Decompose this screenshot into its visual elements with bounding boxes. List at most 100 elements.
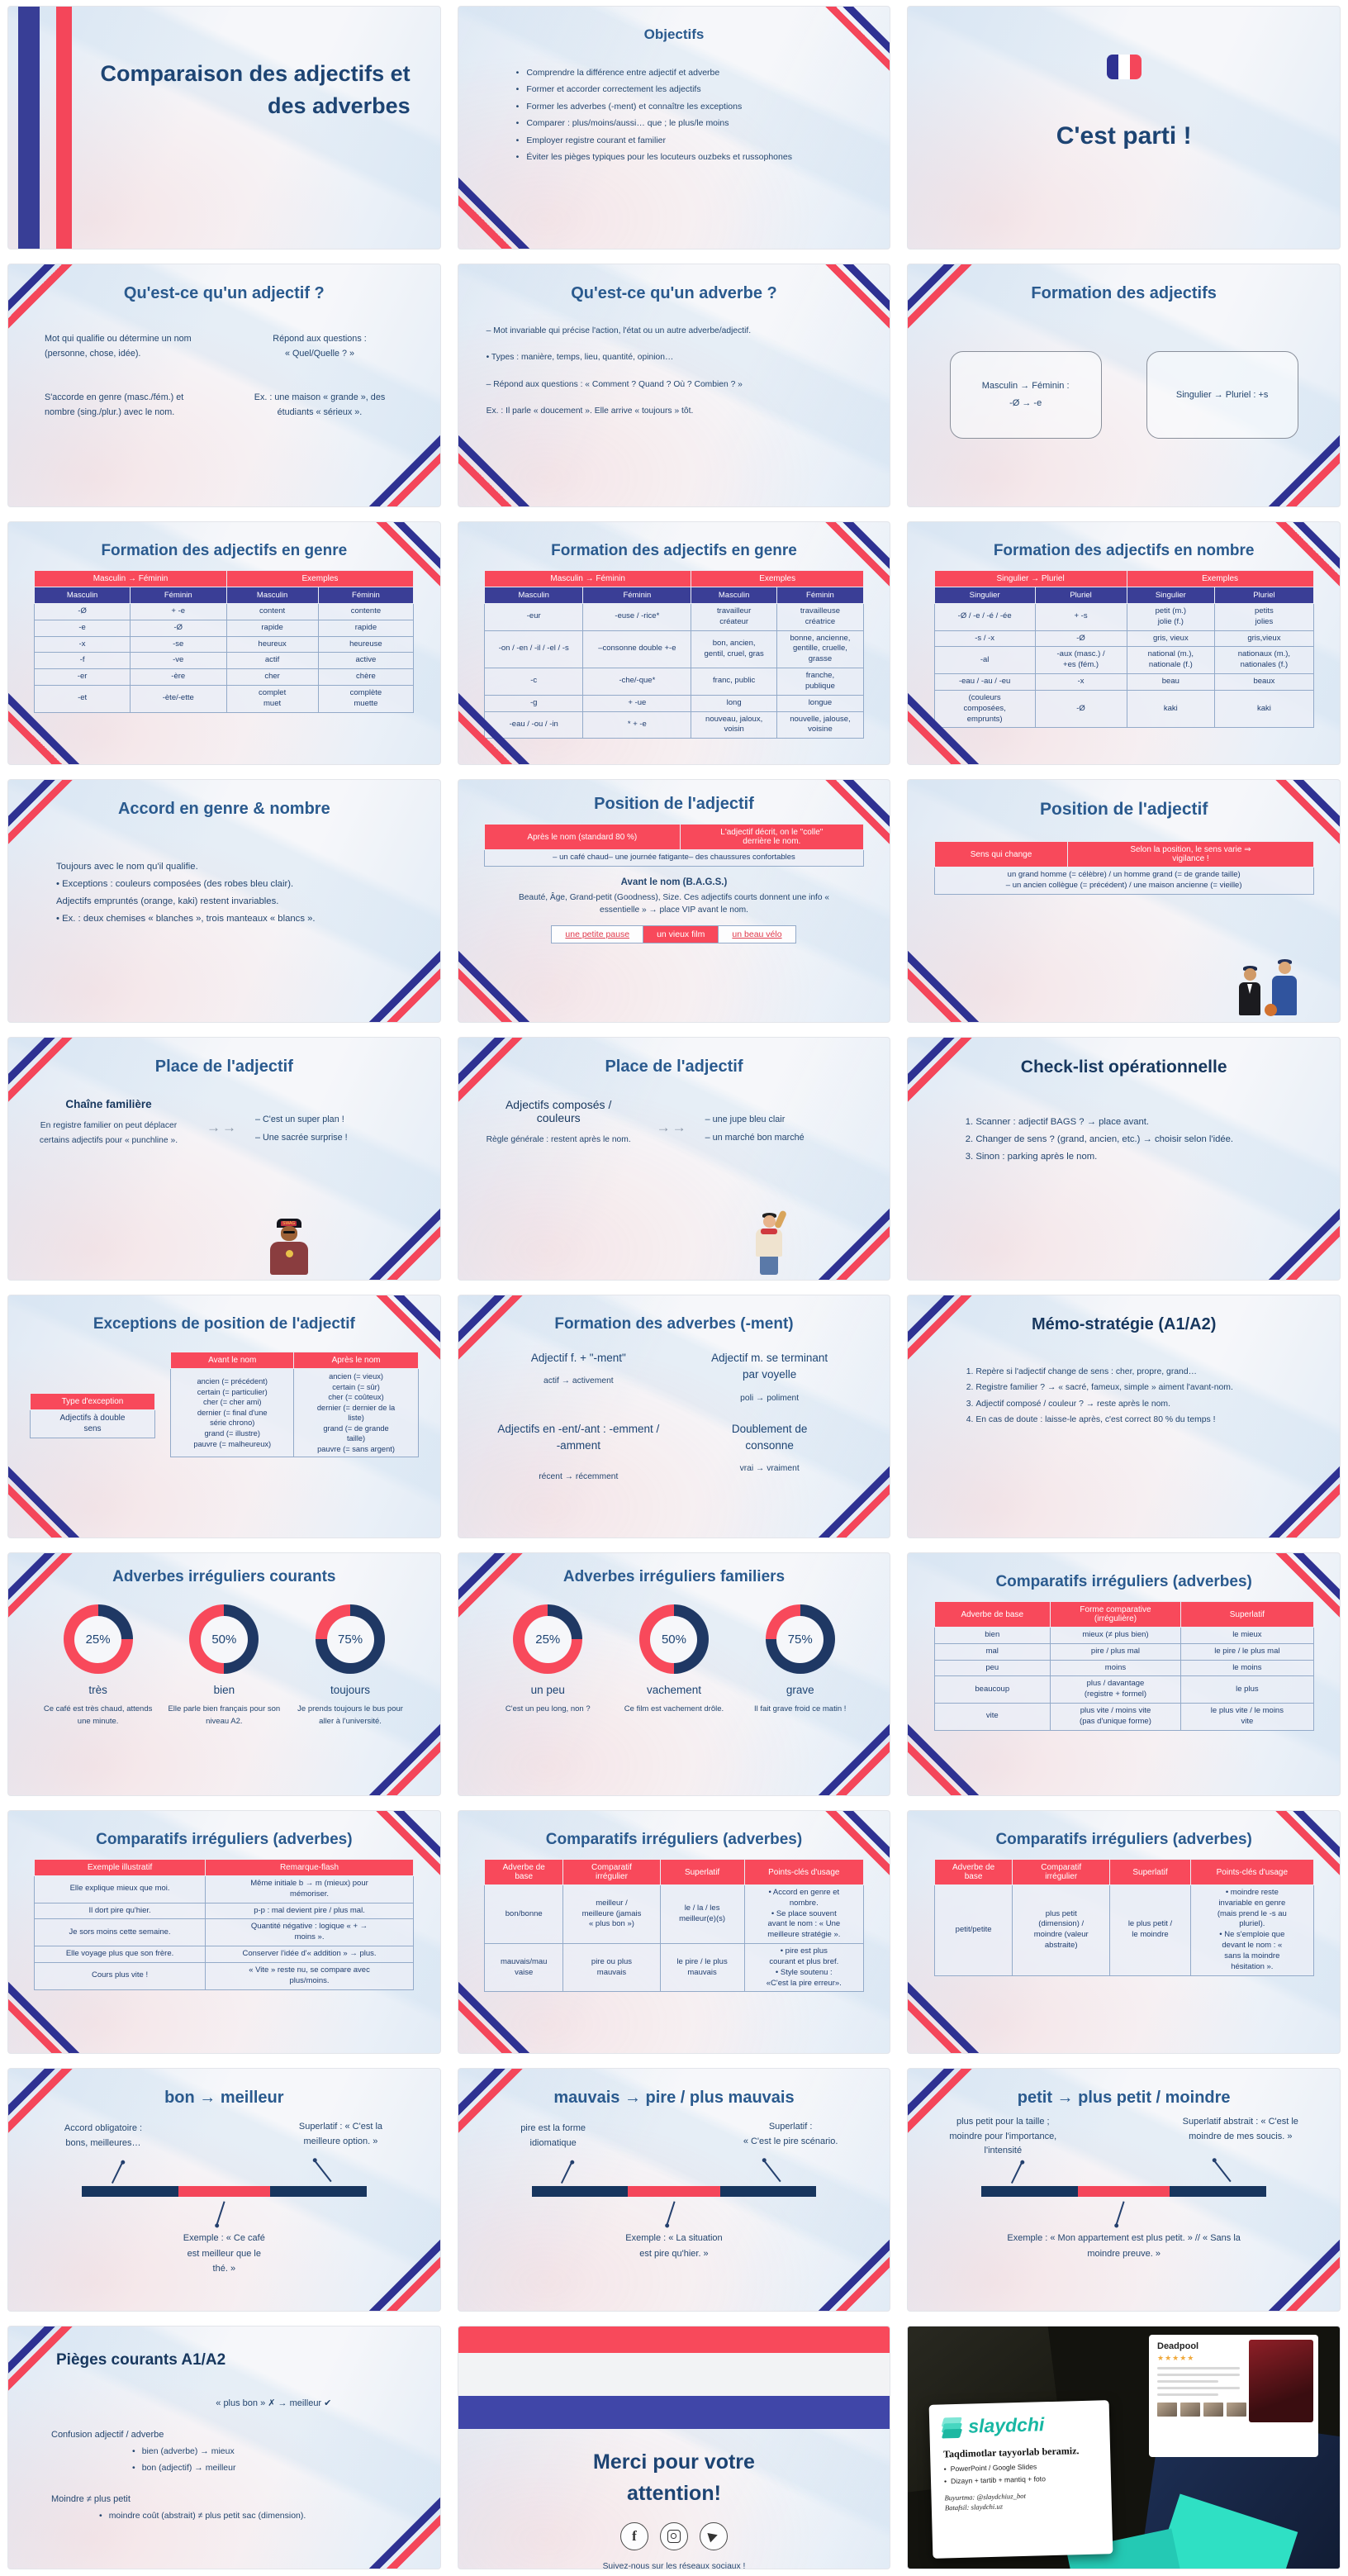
table-cell: travailleur créateur (691, 603, 777, 631)
slide-comparatifs-2[interactable]: Comparatifs irréguliers (adverbes) Exemp… (8, 1811, 440, 2053)
ad-bullet: Dizayn + tartib + mantiq + foto (944, 2474, 1098, 2486)
slide-petit-moindre[interactable]: petit → plus petit / moindre plus petit … (908, 2069, 1340, 2311)
slide-position-1[interactable]: Position de l'adjectif Après le nom (sta… (458, 780, 890, 1022)
rule-text: Masculin → Féminin : (981, 381, 1070, 392)
table-cell: + -s (1034, 603, 1127, 631)
definition-text: Mot qui qualifie ou détermine un nom (pe… (45, 334, 192, 359)
adverb-example: Ce café est très chaud, attends une minu… (43, 1704, 153, 1727)
slide-title: Mémo-stratégie (A1/A2) (1031, 1315, 1217, 1333)
example-chip: un vieux film (643, 925, 719, 944)
table-cell: * + -e (582, 711, 692, 739)
slide-pieges[interactable]: Pièges courants A1/A2 « plus bon » ✗ → m… (8, 2326, 440, 2569)
slide-accord[interactable]: Accord en genre & nombre Toujours avec l… (8, 780, 440, 1022)
rule-box: Singulier → Pluriel : +s (1146, 351, 1298, 439)
rule-block: Adjectif f. + "-ment" actif → activement (483, 1350, 674, 1403)
table-cell: -er (34, 668, 131, 687)
cast-photos (1157, 2403, 1310, 2417)
slide-title: petit → plus petit / moindre (1017, 2089, 1231, 2107)
slide-comparatifs-4[interactable]: Comparatifs irréguliers (adverbes) Adver… (908, 1811, 1340, 2053)
table-header-cell: Adverbe de base (933, 1601, 1051, 1628)
rule-box: Masculin → Féminin : -Ø → -e (949, 351, 1102, 439)
slide-place-1[interactable]: Place de l'adjectif Chaîne familière En … (8, 1038, 440, 1280)
ad-bullet: PowerPoint / Google Slides (944, 2461, 1098, 2474)
slide-mauvais-pire[interactable]: mauvais → pire / plus mauvais pire est l… (458, 2069, 890, 2311)
slide-adverbes-courants[interactable]: Adverbes irréguliers courants 25% très C… (8, 1553, 440, 1795)
table-cell: (couleurs composées, emprunts) (933, 689, 1036, 729)
table-header-cell: Sens qui change (933, 841, 1069, 867)
table-cell: moins (1049, 1659, 1182, 1677)
slide-adjectif-definition[interactable]: Qu'est-ce qu'un adjectif ? Mot qui quali… (8, 264, 440, 506)
slide-title[interactable]: Comparaison des adjectifs et des adverbe… (8, 7, 440, 249)
facebook-icon[interactable]: f (619, 2522, 648, 2550)
table-header-cell: Forme comparative (irrégulière) (1049, 1601, 1182, 1628)
slide-adverbe-definition[interactable]: Qu'est-ce qu'un adverbe ? – Mot invariab… (458, 264, 890, 506)
baguette-man-illustration (756, 1210, 787, 1275)
table-cell: rapide (317, 619, 415, 637)
table-cell: • Accord en genre et nombre. • Se place so… (743, 1884, 864, 1945)
corner-ribbon-icon (908, 920, 1018, 1022)
annotation-left: Accord obligatoire : bons, meilleures… (64, 2123, 143, 2148)
table-header-cell: Masculin (484, 587, 584, 604)
slide-title: Check-list opérationnelle (1020, 1057, 1227, 1077)
nombre-table: Singulier → Pluriel Exemples Singulier Plur… (908, 560, 1340, 729)
slide-genre-table-1[interactable]: Formation des adjectifs en genre Masculi… (8, 522, 440, 764)
slide-exceptions[interactable]: Exceptions de position de l'adjectif Typ… (8, 1295, 440, 1538)
instagram-icon[interactable] (659, 2522, 688, 2550)
slide-title: Formation des adjectifs (1031, 284, 1217, 302)
table-cell: vite (933, 1703, 1051, 1731)
slide-position-2[interactable]: Position de l'adjectif Sens qui change Se… (908, 780, 1340, 1022)
data-table: Singulier → Pluriel Exemples Singulier Plur… (933, 570, 1314, 729)
slide-objectifs[interactable]: Objectifs Comprendre la différence entre… (458, 7, 890, 249)
table-cell: • pire est plus courant et plus bref. • St… (743, 1943, 864, 1993)
slide-bon-meilleur[interactable]: bon → meilleur Accord obligatoire : bons… (8, 2069, 440, 2311)
slide-nombre-table[interactable]: Formation des adjectifs en nombre Singul… (908, 522, 1340, 764)
table-cell: long (691, 694, 777, 712)
corner-ribbon-icon (779, 1178, 890, 1280)
annotation-left: pire est la forme idiomatique (520, 2123, 586, 2148)
table-cell: -se (129, 635, 227, 654)
rule-heading: Adjectifs en -ent/-ant : -emment / -amme… (497, 1422, 660, 1452)
slide-title: Comparatifs irréguliers (adverbes) (96, 1831, 353, 1848)
adverb-word: très (88, 1684, 107, 1696)
table-header-cell: Superlatif (1108, 1859, 1192, 1885)
block-heading: Adjectifs composés / couleurs (505, 1098, 612, 1124)
table-cell: -x (1034, 673, 1127, 691)
corner-ribbon-icon (330, 2209, 440, 2311)
table-cell: Adjectifs à double sens (30, 1409, 155, 1438)
slide-slaydchi-ad[interactable]: Deadpool ★★★★★ slaydchi Taqdimotlar tayy… (908, 2326, 1340, 2569)
slaydchi-card: slaydchi Taqdimotlar tayyorlab beramiz. … (928, 2400, 1113, 2559)
blue-bar (18, 7, 40, 249)
table-header-cell: Pluriel (1214, 587, 1314, 604)
slide-adverbes-familiers[interactable]: Adverbes irréguliers familiers 25% un pe… (458, 1553, 890, 1795)
slide-title: Place de l'adjectif (154, 1057, 293, 1076)
slide-checklist[interactable]: Check-list opérationnelle Scanner : adje… (908, 1038, 1340, 1280)
list-item: Adjectif composé / couleur ? → reste apr… (975, 1396, 1315, 1412)
table-header-cell: Singulier (1126, 587, 1216, 604)
memo-list: Repère si l'adjectif change de sens : ch… (961, 1364, 1315, 1428)
slide-cest-parti[interactable]: C'est parti ! (908, 7, 1340, 249)
slide-place-2[interactable]: Place de l'adjectif Adjectifs composés /… (458, 1038, 890, 1280)
slide-adverbes-ment[interactable]: Formation des adverbes (-ment) Adjectif … (458, 1295, 890, 1538)
bullet-line: bien (adverbe) → mieux (132, 2446, 440, 2456)
donut-percent: 75% (326, 1615, 374, 1663)
slide-genre-table-2[interactable]: Formation des adjectifs en genre Masculi… (458, 522, 890, 764)
table-cell: chère (317, 668, 415, 687)
rule-example: récent → récemment (539, 1472, 619, 1481)
table-cell: beaux (1214, 673, 1314, 691)
dashed-arrows-icon: →→ (206, 1119, 238, 1135)
telegram-icon[interactable] (699, 2522, 728, 2550)
slide-memo-strategie[interactable]: Mémo-stratégie (A1/A2) Repère si l'adjec… (908, 1295, 1340, 1538)
slide-formation-adjectifs[interactable]: Formation des adjectifs Masculin → Fémin… (908, 264, 1340, 506)
slide-comparatifs-3[interactable]: Comparatifs irréguliers (adverbes) Adver… (458, 1811, 890, 2053)
corner-ribbon-icon (1229, 1436, 1340, 1538)
corner-ribbon-icon (779, 2209, 890, 2311)
table-cell: peu (933, 1659, 1051, 1677)
table-cell: kaki (1214, 689, 1314, 729)
definition-text: Ex. : une maison « grande », des étudian… (254, 392, 386, 418)
definition-line: Ex. : Il parle « doucement ». Elle arriv… (486, 406, 694, 416)
slide-merci[interactable]: Merci pour votre attention! f Suivez-nou… (458, 2326, 890, 2569)
table-cell: -ète/-ette (129, 685, 227, 713)
blue-band (458, 2396, 890, 2429)
slide-comparatifs-1[interactable]: Comparatifs irréguliers (adverbes) Adver… (908, 1553, 1340, 1795)
example-line: – un marché bon marché (705, 1132, 805, 1143)
